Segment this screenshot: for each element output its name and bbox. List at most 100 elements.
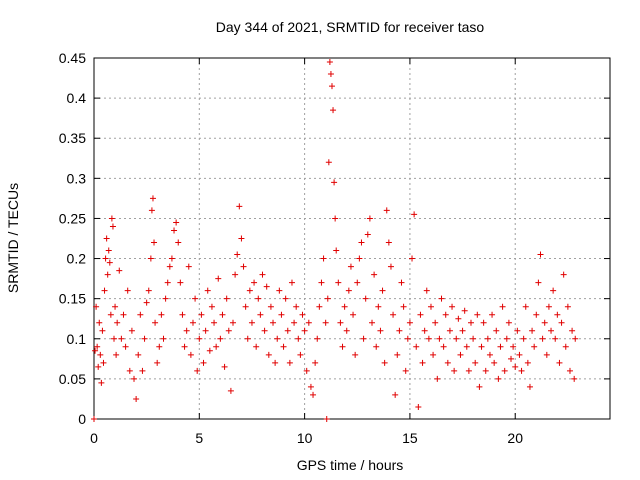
data-point: [335, 279, 342, 286]
data-point: [301, 327, 308, 334]
data-point: [320, 255, 327, 262]
data-point: [112, 303, 119, 310]
data-point: [421, 327, 428, 334]
data-point: [185, 263, 192, 270]
data-point: [148, 207, 155, 214]
data-point: [375, 303, 382, 310]
data-point: [183, 327, 190, 334]
data-point: [274, 335, 281, 342]
data-point: [156, 343, 163, 350]
data-point: [518, 367, 525, 374]
data-point: [526, 383, 533, 390]
data-point: [324, 295, 331, 302]
data-point: [474, 311, 481, 318]
data-point: [470, 335, 477, 342]
data-point: [512, 363, 519, 370]
data-point: [196, 335, 203, 342]
data-point: [442, 311, 449, 318]
data-point: [97, 351, 104, 358]
data-point: [280, 343, 287, 350]
data-point: [246, 287, 253, 294]
data-point: [499, 303, 506, 310]
data-point: [345, 287, 352, 294]
data-point: [325, 159, 332, 166]
data-point: [371, 271, 378, 278]
data-point: [198, 311, 205, 318]
chart-title: Day 344 of 2021, SRMTID for receiver tas…: [216, 19, 485, 35]
data-point: [356, 255, 363, 262]
data-point: [259, 271, 266, 278]
data-point: [461, 307, 468, 314]
y-tick-label: 0.05: [59, 371, 86, 387]
y-tick-label: 0.25: [59, 210, 86, 226]
data-point: [103, 235, 110, 242]
data-point: [215, 275, 222, 282]
y-tick-label: 0.4: [67, 90, 87, 106]
data-point: [151, 239, 158, 246]
data-point: [303, 367, 310, 374]
data-point: [219, 311, 226, 318]
data-point: [560, 271, 567, 278]
data-point: [272, 359, 279, 366]
y-tick-label: 0.15: [59, 291, 86, 307]
data-point: [486, 351, 493, 358]
data-point: [128, 327, 135, 334]
data-point: [337, 319, 344, 326]
data-point: [480, 319, 487, 326]
data-point: [331, 179, 338, 186]
data-point: [101, 287, 108, 294]
data-point: [118, 335, 125, 342]
data-point: [223, 295, 230, 302]
data-point: [541, 319, 548, 326]
data-point: [109, 223, 116, 230]
data-point: [305, 319, 312, 326]
data-point: [438, 295, 445, 302]
data-point: [343, 327, 350, 334]
data-point: [194, 367, 201, 374]
data-point: [135, 351, 142, 358]
data-point: [402, 367, 409, 374]
data-point: [106, 259, 113, 266]
data-point: [114, 319, 121, 326]
data-point: [171, 227, 178, 234]
data-point: [192, 295, 199, 302]
data-point: [529, 327, 536, 334]
y-tick-label: 0.1: [67, 331, 87, 347]
data-point: [394, 351, 401, 358]
data-point: [206, 347, 213, 354]
data-point: [108, 215, 115, 222]
data-point: [181, 343, 188, 350]
data-point: [116, 267, 123, 274]
y-tick-label: 0.3: [67, 170, 87, 186]
data-point: [572, 335, 579, 342]
data-point: [377, 327, 384, 334]
data-point: [398, 279, 405, 286]
data-point: [295, 335, 302, 342]
y-tick-label: 0.2: [67, 251, 87, 267]
data-point: [327, 71, 334, 78]
data-point: [449, 303, 456, 310]
plot-frame: [93, 57, 611, 420]
data-point: [230, 319, 237, 326]
data-point: [248, 319, 255, 326]
data-point: [253, 343, 260, 350]
data-point: [213, 343, 220, 350]
data-point: [102, 255, 109, 262]
data-point: [105, 247, 112, 254]
data-point: [400, 303, 407, 310]
data-point: [126, 367, 133, 374]
data-point: [478, 343, 485, 350]
data-point: [168, 255, 175, 262]
data-point: [261, 327, 268, 334]
data-point: [93, 303, 100, 310]
data-point: [154, 359, 161, 366]
data-point: [385, 239, 392, 246]
data-point: [96, 319, 103, 326]
data-point: [221, 363, 228, 370]
data-point: [531, 343, 538, 350]
x-axis-title: GPS time / hours: [297, 457, 404, 473]
data-point: [217, 335, 224, 342]
data-point: [143, 299, 150, 306]
data-point: [316, 303, 323, 310]
